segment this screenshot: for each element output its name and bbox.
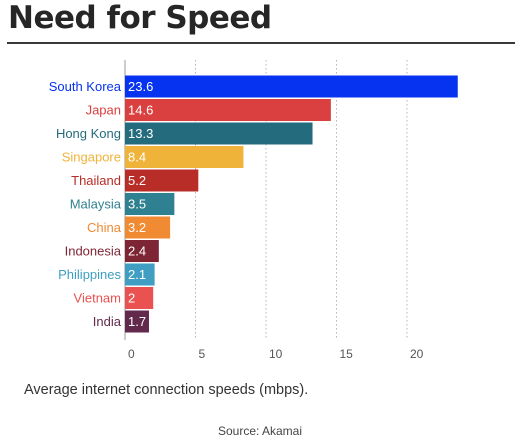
value-label: 2.1	[128, 267, 146, 282]
category-label: Malaysia	[70, 197, 122, 212]
category-label: Indonesia	[65, 244, 122, 259]
title-divider	[7, 42, 515, 44]
value-label: 5.2	[128, 173, 146, 188]
bar	[125, 146, 244, 168]
category-label: China	[87, 220, 122, 235]
bar	[125, 99, 331, 121]
x-tick-labels: 0 5 10 15 20	[128, 347, 424, 361]
category-label: Singapore	[62, 150, 121, 165]
value-label: 14.6	[128, 103, 153, 118]
value-label: 3.5	[128, 197, 146, 212]
value-label: 1.7	[128, 314, 146, 329]
bar	[125, 310, 149, 333]
category-label: India	[93, 314, 122, 329]
bars	[125, 75, 458, 333]
value-labels: 23.6 14.6 13.3 8.4 5.2 3.5 3.2 2.4 2.1 2 1.7	[128, 79, 153, 329]
bar	[125, 240, 159, 262]
category-label: Japan	[86, 103, 121, 118]
x-tick-label: 15	[340, 347, 354, 361]
value-label: 23.6	[128, 79, 153, 94]
bar	[125, 216, 171, 239]
bar	[125, 263, 155, 286]
bar	[125, 287, 154, 309]
value-label: 2.4	[128, 244, 146, 259]
category-labels: South Korea Japan Hong Kong Singapore Thaila…	[49, 79, 122, 329]
value-label: 2	[128, 291, 135, 306]
category-label: South Korea	[49, 79, 122, 94]
bar	[125, 193, 175, 215]
value-label: 13.3	[128, 126, 153, 141]
value-label: 3.2	[128, 220, 146, 235]
bar	[125, 75, 458, 98]
chart-caption: Average internet connection speeds (mbps…	[24, 382, 309, 398]
x-tick-label: 0	[128, 347, 135, 361]
value-label: 8.4	[128, 150, 146, 165]
category-label: Hong Kong	[56, 126, 121, 141]
x-tick-label: 5	[199, 347, 206, 361]
chart-source: Source: Akamai	[217, 424, 303, 438]
category-label: Thailand	[71, 173, 121, 188]
x-tick-label: 20	[410, 347, 424, 361]
x-tick-label: 10	[269, 347, 283, 361]
bar	[125, 122, 313, 145]
bar	[125, 169, 199, 192]
category-label: Philippines	[58, 267, 121, 282]
chart-title: Need for Speed	[8, 0, 272, 36]
category-label: Vietnam	[74, 291, 121, 306]
